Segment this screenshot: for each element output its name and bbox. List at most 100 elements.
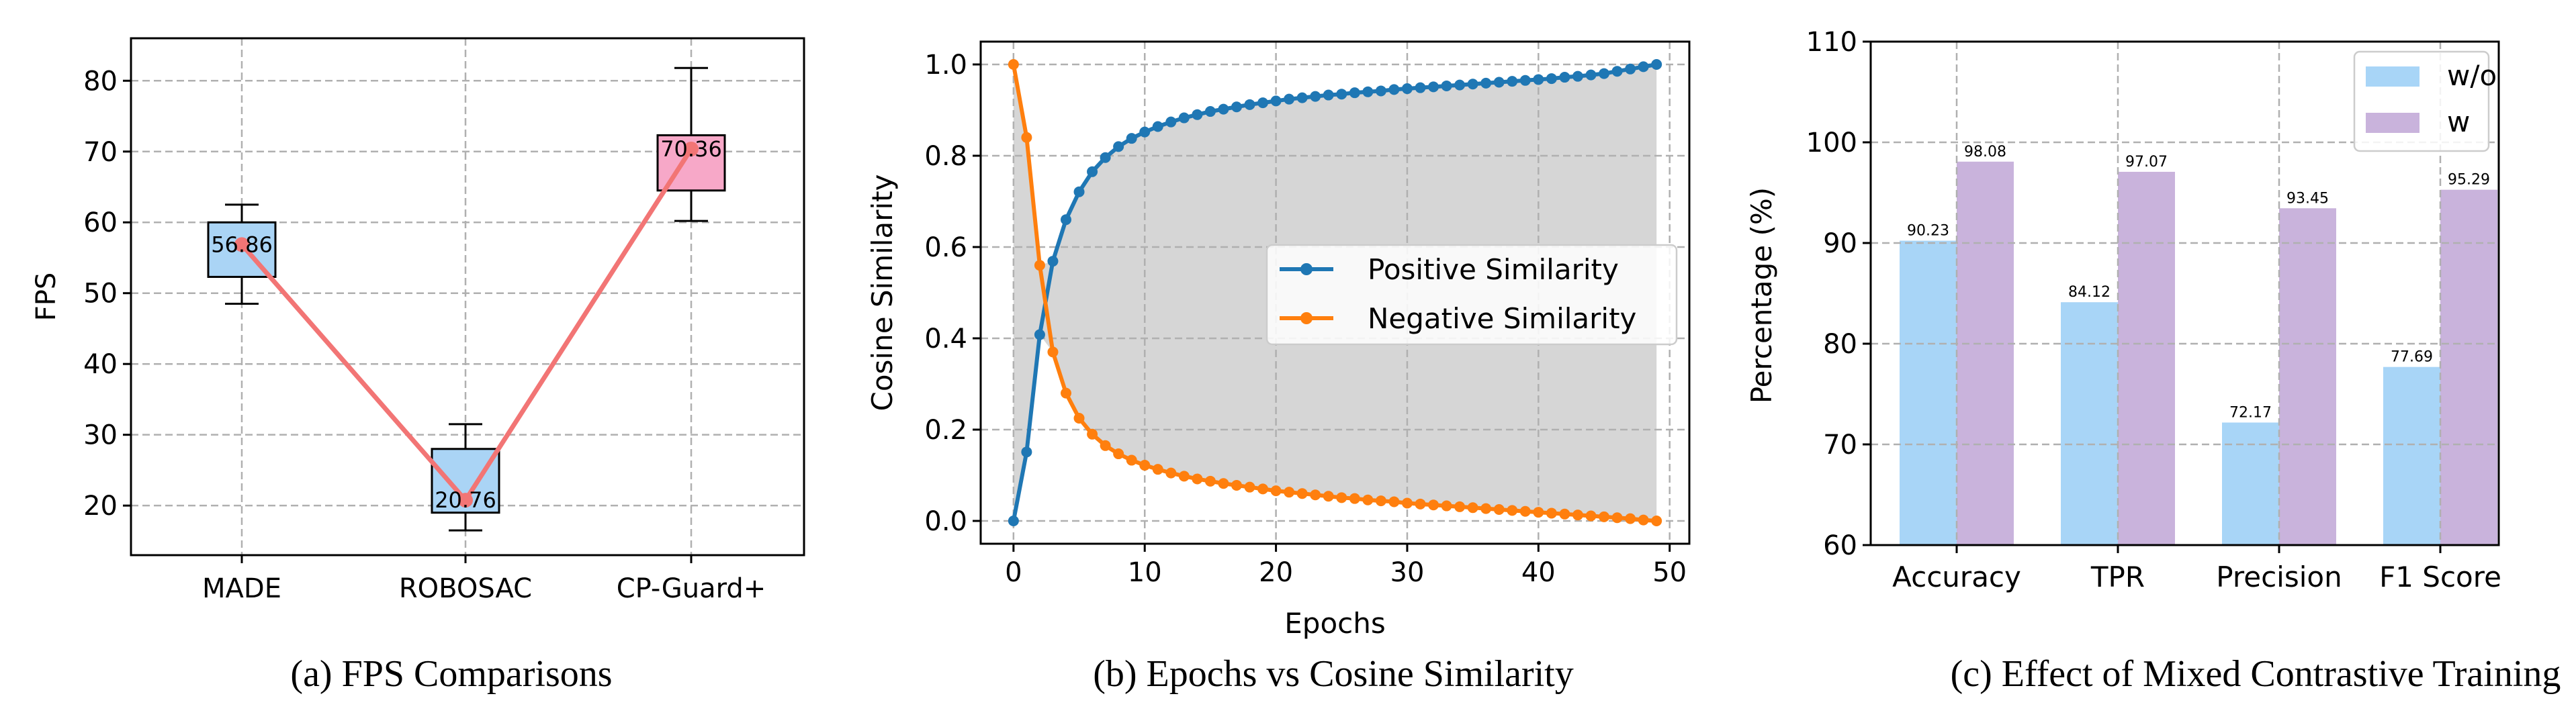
y-tick-label: 0.6 <box>924 232 967 263</box>
positive-point <box>1493 77 1505 88</box>
x-tick-label: Precision <box>2216 561 2342 593</box>
negative-point <box>1441 500 1452 512</box>
bar-value-label: 97.07 <box>2125 154 2168 171</box>
negative-point <box>1519 505 1531 517</box>
negative-point <box>1336 492 1347 503</box>
positive-point <box>1480 77 1492 89</box>
positive-point <box>1021 446 1032 458</box>
negative-point <box>1467 502 1478 514</box>
negative-point <box>1139 460 1151 471</box>
negative-point <box>1362 494 1374 505</box>
x-tick-label: 20 <box>1259 557 1293 588</box>
negative-point <box>1152 464 1163 475</box>
mean-label: 56.86 <box>211 232 273 257</box>
negative-point <box>1060 387 1071 399</box>
x-tick-label: TPR <box>2090 561 2145 593</box>
y-tick-label: 50 <box>83 279 118 309</box>
bar-without <box>2061 302 2118 545</box>
bar-without <box>2383 367 2440 545</box>
x-tick-label: CP-Guard+ <box>617 573 766 604</box>
positive-point <box>1625 63 1636 75</box>
positive-point <box>1401 83 1413 95</box>
bar-value-label: 95.29 <box>2448 172 2490 189</box>
legend-marker <box>1300 263 1313 275</box>
positive-point <box>1310 91 1321 102</box>
x-tick-label: 30 <box>1390 557 1425 588</box>
positive-point <box>1638 61 1649 72</box>
bar-with <box>1957 161 2014 546</box>
negative-point <box>1244 481 1255 493</box>
positive-point <box>1192 109 1203 120</box>
negative-point <box>1428 499 1439 511</box>
negative-point <box>1021 132 1032 143</box>
positive-point <box>1507 76 1518 87</box>
mean-point <box>234 237 249 252</box>
negative-point <box>1454 501 1466 512</box>
positive-point <box>1270 95 1282 107</box>
positive-point <box>1546 73 1557 85</box>
negative-point <box>1611 512 1623 524</box>
y-tick-label: 90 <box>1823 228 1857 259</box>
y-tick-label: 20 <box>83 491 118 522</box>
y-tick-label: 0.2 <box>924 415 967 446</box>
negative-point <box>1296 488 1308 499</box>
y-tick-label: 70 <box>83 137 118 168</box>
x-tick-label: 0 <box>1005 557 1022 588</box>
plot-frame <box>979 40 1691 545</box>
positive-point <box>1375 85 1386 97</box>
negative-point <box>1008 59 1019 70</box>
y-axis-label: Percentage (%) <box>1745 187 1778 403</box>
positive-point <box>1559 72 1570 83</box>
negative-point <box>1087 428 1098 440</box>
bar-with <box>2118 171 2175 545</box>
negative-point <box>1204 475 1216 487</box>
negative-point <box>1480 503 1492 514</box>
x-tick-label: 50 <box>1652 557 1687 588</box>
bar-value-label: 98.08 <box>1964 144 2006 160</box>
legend-label: Positive Similarity <box>1368 253 1619 286</box>
bar-value-label: 72.17 <box>2229 404 2272 421</box>
negative-point <box>1625 513 1636 524</box>
positive-point <box>1454 79 1466 91</box>
y-tick-label: 0.4 <box>924 324 967 354</box>
positive-point <box>1126 133 1137 144</box>
legend-marker <box>1300 312 1313 324</box>
positive-point <box>1204 106 1216 117</box>
negative-point <box>1113 448 1124 460</box>
negative-point <box>1310 489 1321 501</box>
positive-point <box>1218 103 1229 115</box>
positive-point <box>1152 121 1163 132</box>
x-tick-label: F1 Score <box>2379 561 2501 593</box>
y-tick-label: 80 <box>1823 329 1857 360</box>
negative-point <box>1100 440 1111 451</box>
negative-point <box>1257 483 1269 495</box>
legend: w/o w <box>2353 50 2497 152</box>
negative-point <box>1375 495 1386 507</box>
negative-point <box>1270 485 1282 497</box>
negative-point <box>1178 471 1190 482</box>
negative-point <box>1192 473 1203 485</box>
panel-c-mixed-contrastive: 90.23 84.12 72.17 77.69 98.08 97.07 93.45 95.29… <box>1745 27 2561 695</box>
positive-point <box>1428 81 1439 93</box>
bar-with <box>2279 208 2336 545</box>
x-tick-label: 40 <box>1521 557 1556 588</box>
mean-point <box>684 141 699 156</box>
panel-a-fps-comparisons: 56.86 20.76 70.36 20 30 40 50 60 70 80 MADE ROBOSAC… <box>31 37 805 695</box>
negative-point <box>1034 260 1045 271</box>
panel-caption: (a) FPS Comparisons <box>290 653 612 695</box>
bar-with <box>2440 189 2497 545</box>
positive-point <box>1165 116 1177 128</box>
negative-point <box>1599 511 1610 522</box>
positive-point <box>1585 69 1597 81</box>
positive-point <box>1231 101 1242 113</box>
legend: Positive Similarity Negative Similarity <box>1265 244 1678 346</box>
positive-point <box>1113 141 1124 152</box>
bar-without <box>2222 422 2279 545</box>
positive-point <box>1362 86 1374 97</box>
negative-point <box>1218 478 1229 489</box>
negative-point <box>1126 454 1137 466</box>
positive-point <box>1047 256 1059 267</box>
panel-caption: (b) Epochs vs Cosine Similarity <box>1093 653 1574 695</box>
x-axis-label: Epochs <box>1284 607 1386 640</box>
